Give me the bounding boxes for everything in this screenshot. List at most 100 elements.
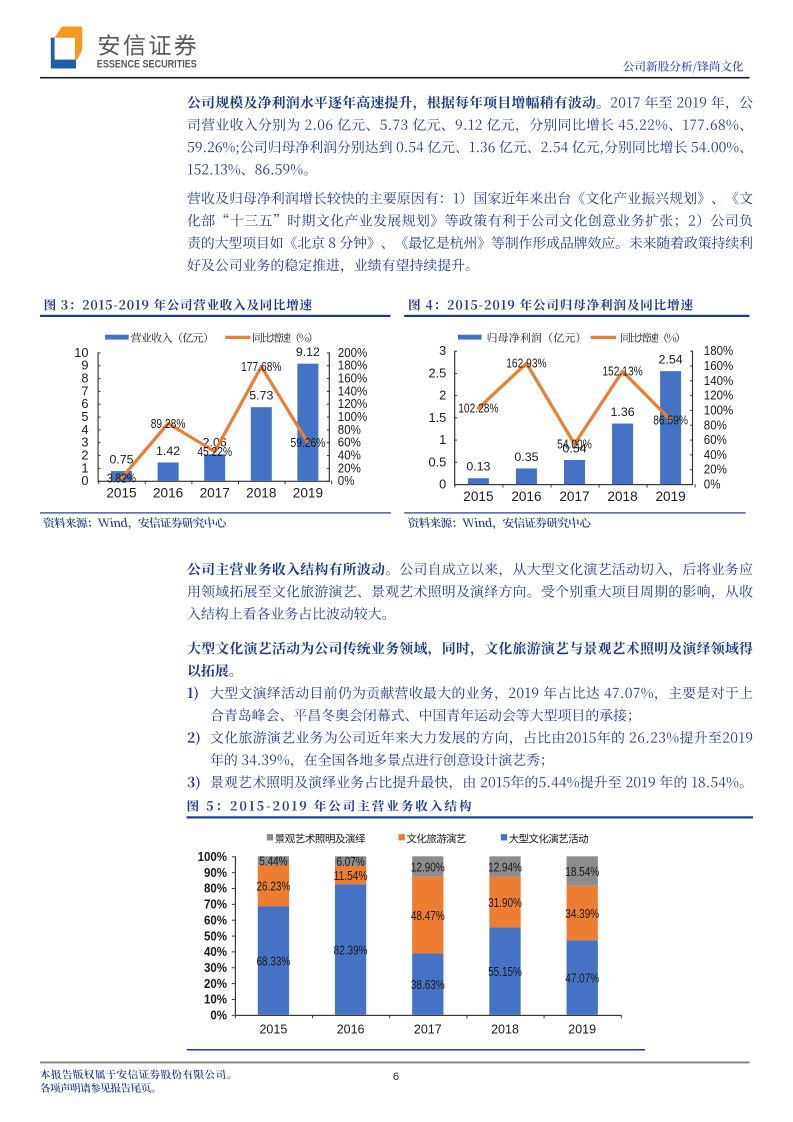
svg-text:86.59%: 86.59% — [653, 412, 688, 427]
svg-text:180%: 180% — [338, 358, 367, 373]
svg-text:6: 6 — [393, 1071, 399, 1083]
svg-text:20%: 20% — [704, 462, 727, 477]
svg-text:2018: 2018 — [607, 489, 637, 504]
svg-text:200%: 200% — [338, 345, 367, 360]
svg-text:40%: 40% — [204, 944, 227, 959]
svg-text:100%: 100% — [338, 409, 367, 424]
svg-text:4: 4 — [81, 422, 88, 437]
svg-text:9: 9 — [81, 358, 88, 373]
svg-text:10%: 10% — [204, 992, 227, 1007]
svg-text:60%: 60% — [338, 435, 361, 450]
svg-text:0.75: 0.75 — [109, 452, 133, 466]
svg-text:2015: 2015 — [106, 486, 136, 501]
svg-text:18.54%: 18.54% — [565, 864, 599, 879]
svg-text:50%: 50% — [204, 928, 227, 943]
svg-text:8: 8 — [81, 371, 88, 386]
svg-text:3.82%: 3.82% — [107, 471, 136, 486]
svg-text:2016: 2016 — [511, 489, 541, 504]
svg-text:38.63%: 38.63% — [411, 977, 445, 992]
svg-text:20%: 20% — [204, 976, 227, 991]
svg-text:10: 10 — [74, 345, 88, 360]
svg-text:20%: 20% — [338, 460, 361, 475]
svg-text:1: 1 — [439, 432, 446, 447]
svg-text:2015: 2015 — [259, 1022, 287, 1036]
svg-text:ESSENCE SECURITIES: ESSENCE SECURITIES — [97, 59, 197, 71]
svg-text:2016: 2016 — [153, 486, 183, 501]
svg-text:80%: 80% — [338, 422, 361, 437]
svg-text:70%: 70% — [204, 897, 227, 912]
svg-text:0: 0 — [439, 477, 446, 492]
svg-text:0.13: 0.13 — [466, 460, 490, 474]
svg-text:5.44%: 5.44% — [259, 854, 287, 869]
svg-text:2019: 2019 — [655, 489, 685, 504]
svg-text:12.90%: 12.90% — [411, 859, 445, 874]
svg-text:34.39%: 34.39% — [565, 906, 599, 921]
svg-text:140%: 140% — [704, 373, 733, 388]
svg-text:26.23%: 26.23% — [256, 879, 290, 894]
svg-text:89.28%: 89.28% — [151, 416, 186, 431]
svg-text:12.94%: 12.94% — [488, 859, 522, 874]
svg-text:80%: 80% — [704, 417, 727, 432]
svg-text:9.12: 9.12 — [296, 345, 320, 359]
svg-text:5: 5 — [81, 409, 88, 424]
svg-text:11.54%: 11.54% — [334, 868, 368, 883]
svg-text:80%: 80% — [204, 881, 227, 896]
svg-text:2019: 2019 — [568, 1022, 596, 1036]
svg-text:180%: 180% — [704, 343, 733, 358]
svg-text:2.54: 2.54 — [659, 353, 683, 367]
svg-text:2018: 2018 — [491, 1022, 519, 1036]
svg-text:30%: 30% — [204, 960, 227, 975]
svg-text:48.47%: 48.47% — [411, 908, 445, 923]
svg-text:102.28%: 102.28% — [458, 401, 498, 416]
svg-text:3: 3 — [439, 343, 446, 358]
svg-text:160%: 160% — [704, 358, 733, 373]
svg-text:6: 6 — [81, 396, 88, 411]
svg-text:47.07%: 47.07% — [565, 970, 599, 985]
svg-text:40%: 40% — [338, 448, 361, 463]
svg-text:3: 3 — [81, 435, 88, 450]
svg-text:100%: 100% — [704, 402, 733, 417]
svg-text:100%: 100% — [198, 849, 228, 864]
svg-text:60%: 60% — [704, 432, 727, 447]
svg-text:0%: 0% — [210, 1008, 227, 1023]
svg-text:0.54: 0.54 — [562, 441, 586, 455]
svg-text:177.68%: 177.68% — [241, 359, 281, 374]
svg-text:5.73: 5.73 — [249, 389, 273, 403]
svg-text:152.13%: 152.13% — [602, 364, 642, 379]
svg-text:1.42: 1.42 — [156, 444, 180, 458]
svg-text:1.5: 1.5 — [429, 410, 447, 425]
svg-text:1: 1 — [81, 460, 88, 475]
svg-text:162.93%: 162.93% — [506, 356, 546, 371]
svg-text:1.36: 1.36 — [610, 405, 634, 419]
svg-text:55.15%: 55.15% — [488, 964, 522, 979]
svg-text:120%: 120% — [338, 396, 367, 411]
svg-text:160%: 160% — [338, 371, 367, 386]
svg-text:45.22%: 45.22% — [197, 444, 232, 459]
svg-text:2017: 2017 — [414, 1022, 442, 1036]
svg-text:2: 2 — [81, 448, 88, 463]
svg-text:7: 7 — [81, 383, 88, 398]
svg-text:0%: 0% — [704, 477, 721, 492]
svg-text:120%: 120% — [704, 388, 733, 403]
svg-text:82.39%: 82.39% — [334, 942, 368, 957]
svg-text:2.5: 2.5 — [429, 365, 447, 380]
svg-text:0: 0 — [81, 473, 88, 488]
svg-text:90%: 90% — [204, 865, 227, 880]
svg-text:2: 2 — [439, 388, 446, 403]
svg-text:140%: 140% — [338, 383, 367, 398]
svg-text:2017: 2017 — [559, 489, 589, 504]
svg-text:54.00%: 54.00% — [557, 436, 592, 451]
svg-text:31.90%: 31.90% — [488, 895, 522, 910]
svg-text:0.35: 0.35 — [514, 450, 538, 464]
svg-text:68.33%: 68.33% — [256, 954, 290, 969]
svg-text:2018: 2018 — [246, 486, 276, 501]
svg-text:2016: 2016 — [337, 1022, 365, 1036]
svg-text:6.07%: 6.07% — [336, 854, 364, 869]
svg-text:2019: 2019 — [293, 486, 323, 501]
svg-text:59.26%: 59.26% — [291, 435, 326, 450]
svg-text:2017: 2017 — [200, 486, 230, 501]
svg-text:60%: 60% — [204, 912, 227, 927]
svg-text:0%: 0% — [338, 473, 355, 488]
svg-text:40%: 40% — [704, 447, 727, 462]
svg-text:0.5: 0.5 — [429, 454, 447, 469]
